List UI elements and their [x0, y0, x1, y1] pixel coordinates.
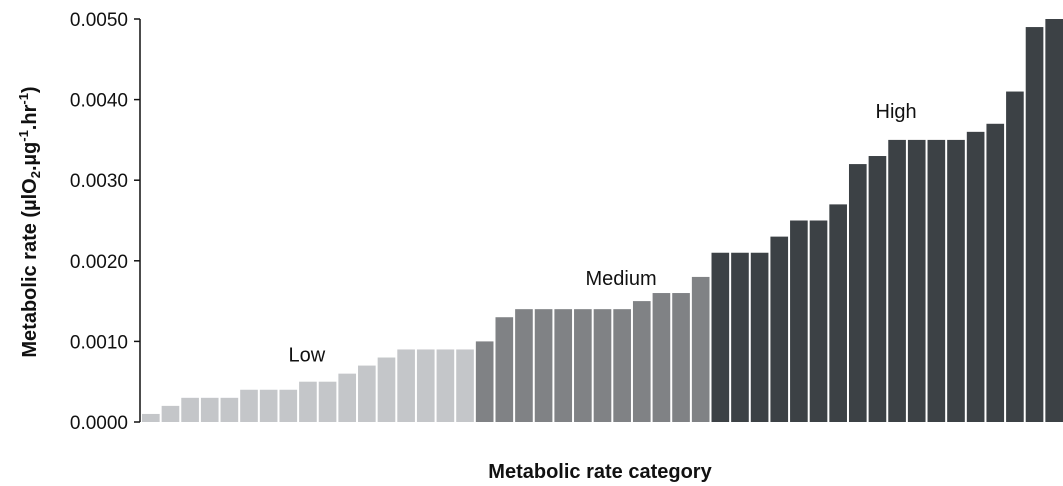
- bar: [790, 220, 808, 422]
- y-axis-title-sup1: -1: [16, 130, 31, 142]
- y-tick-label: 0.0040: [70, 91, 128, 112]
- y-axis-title-sup2: -1: [16, 93, 31, 105]
- bar: [299, 381, 317, 422]
- y-tick-label: 0.0000: [70, 413, 128, 434]
- bar: [161, 405, 180, 422]
- bar: [770, 236, 789, 422]
- bar: [259, 389, 278, 422]
- y-axis-title-sub: 2: [28, 171, 43, 178]
- y-tick-label: 0.0030: [70, 171, 128, 192]
- bar: [652, 293, 671, 422]
- bar: [1006, 91, 1024, 422]
- bar: [829, 204, 847, 422]
- bar: [711, 252, 730, 422]
- bar: [1045, 19, 1063, 422]
- bar: [240, 389, 258, 422]
- group-label-medium: Medium: [586, 268, 657, 290]
- bar: [338, 373, 357, 422]
- bar: [750, 252, 769, 422]
- bar: [279, 389, 298, 422]
- bar: [731, 252, 749, 422]
- bar: [358, 365, 376, 422]
- x-axis-title: Metabolic rate category: [488, 461, 712, 483]
- bar: [888, 139, 906, 422]
- y-tick-label: 0.0010: [70, 332, 128, 353]
- bar: [947, 139, 965, 422]
- bar: [515, 309, 533, 422]
- bar: [318, 381, 337, 422]
- group-label-low: Low: [289, 345, 326, 367]
- bars: [142, 19, 1063, 423]
- bar: [848, 164, 867, 422]
- bar: [966, 131, 985, 422]
- bar: [593, 309, 612, 422]
- bar: [691, 276, 710, 422]
- bar: [495, 317, 514, 422]
- bar: [574, 309, 592, 422]
- bar: [397, 349, 415, 422]
- bar: [632, 301, 651, 422]
- group-labels: Low Medium High: [289, 101, 917, 367]
- bar: [220, 397, 239, 422]
- y-axis-title: Metabolic rate (µlO2.µg-1.hr-1): [16, 86, 43, 357]
- bar: [142, 413, 160, 422]
- bar: [416, 349, 435, 422]
- bar: [986, 123, 1005, 422]
- y-tick-label: 0.0050: [70, 10, 128, 31]
- bar: [1025, 27, 1044, 423]
- bar: [436, 349, 455, 422]
- bar: [672, 293, 690, 422]
- y-axis-title-end: ): [19, 86, 41, 93]
- y-axis-title-main: Metabolic rate (µlO: [19, 178, 41, 357]
- bar: [377, 357, 396, 422]
- bar: [181, 397, 199, 422]
- y-axis-title-mid: .µg: [19, 142, 41, 171]
- bar: [554, 309, 573, 422]
- bar: [475, 341, 494, 422]
- bar: [534, 309, 553, 422]
- y-tick-label: 0.0020: [70, 252, 128, 273]
- bar: [456, 349, 474, 422]
- bar: [809, 220, 828, 422]
- y-axis: 0.0000 0.0010 0.0020 0.0030 0.0040 0.0050: [70, 10, 141, 434]
- bar: [200, 397, 219, 422]
- bar: [868, 156, 887, 422]
- bar: [907, 139, 926, 422]
- group-label-high: High: [876, 101, 917, 123]
- bar: [927, 139, 946, 422]
- y-axis-title-mid2: .hr: [19, 104, 41, 130]
- bar: [613, 309, 631, 422]
